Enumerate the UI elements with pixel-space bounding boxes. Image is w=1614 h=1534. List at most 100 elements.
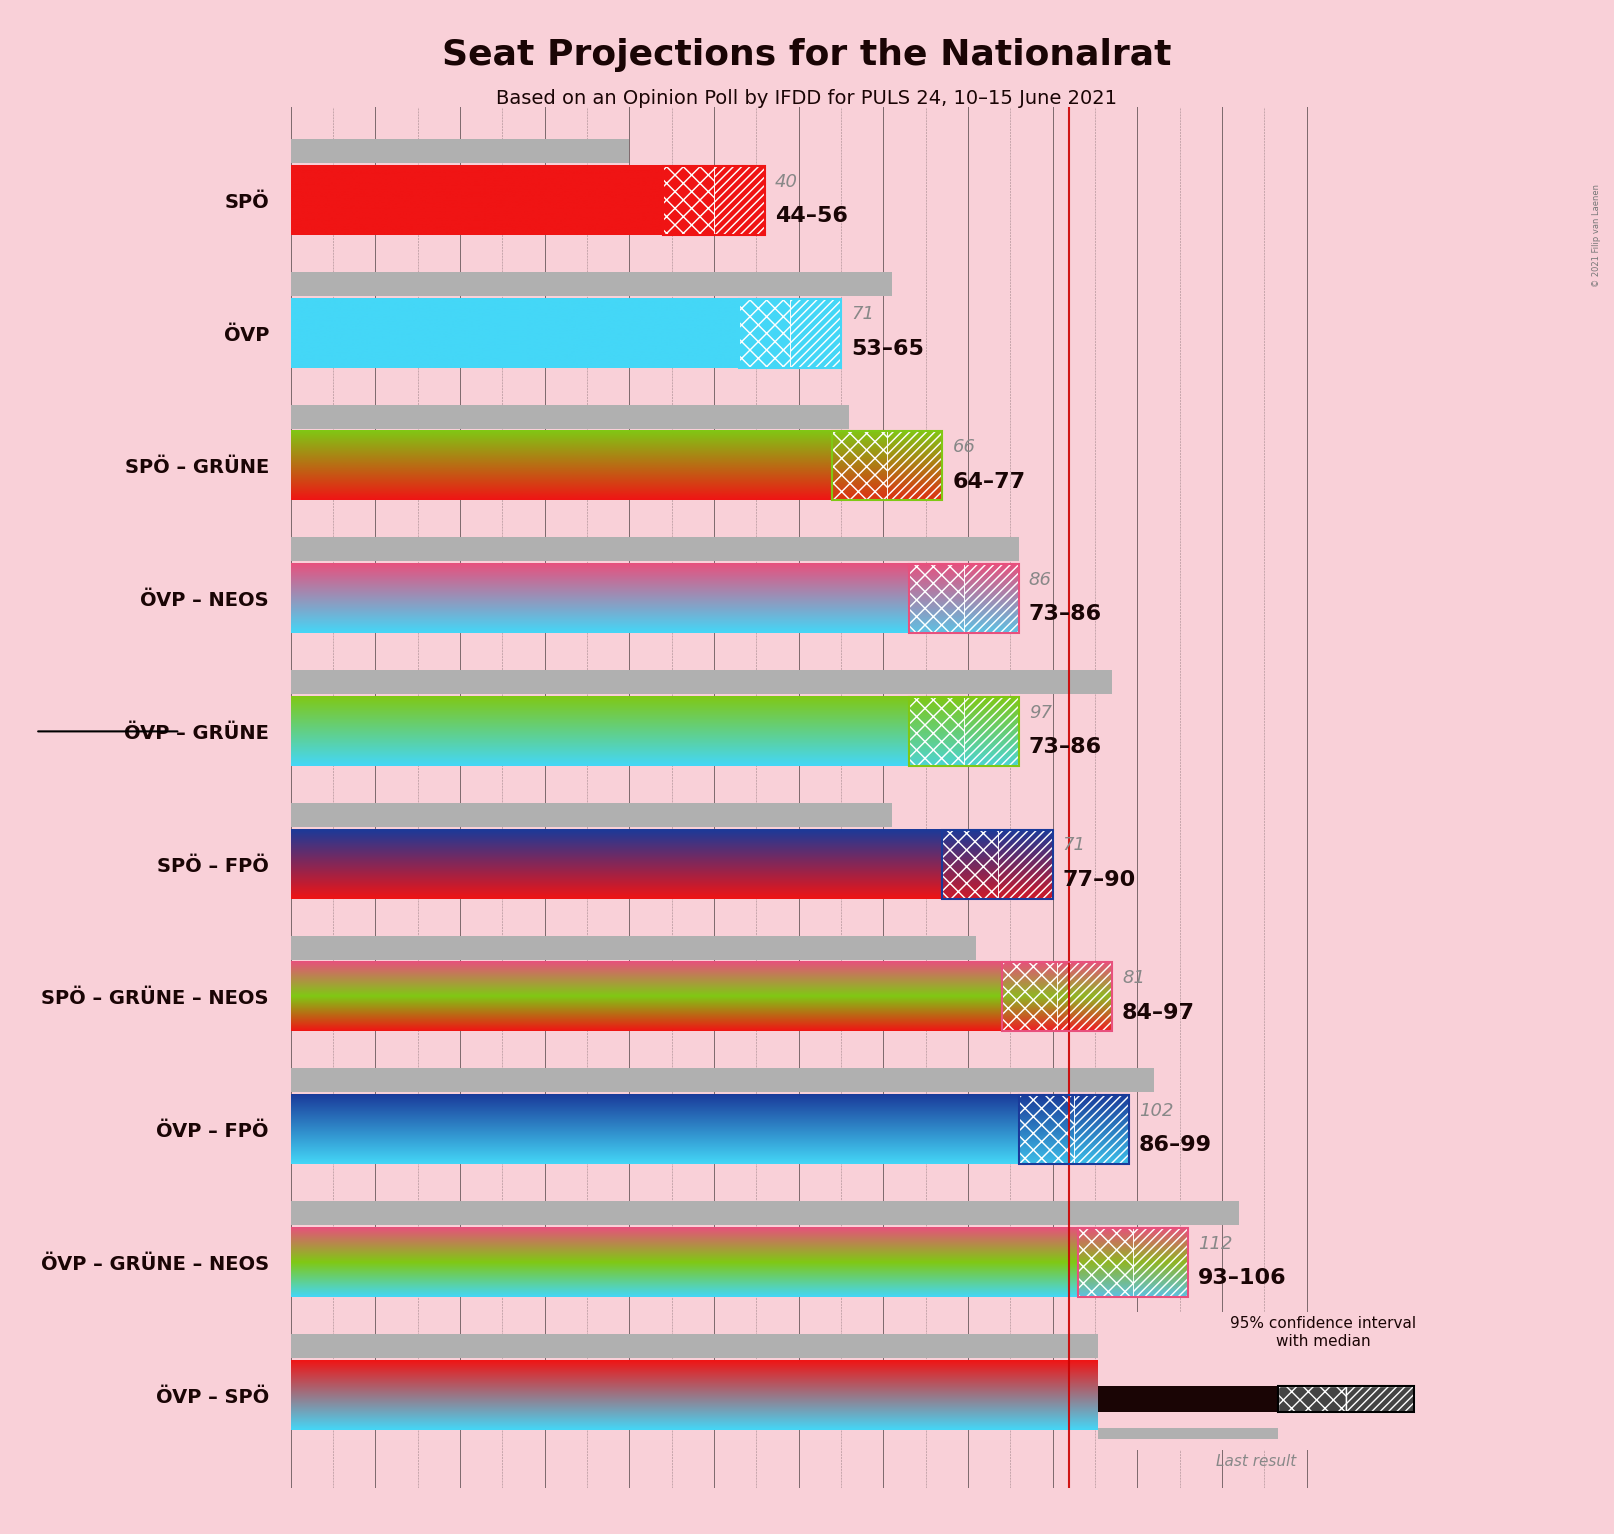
Bar — [1098, 1387, 1278, 1411]
Bar — [1073, 1095, 1128, 1164]
Bar — [1078, 1227, 1188, 1296]
Text: 71: 71 — [851, 305, 875, 324]
Bar — [964, 696, 1018, 765]
Bar — [1018, 1095, 1073, 1164]
Text: 81: 81 — [1122, 969, 1144, 988]
Bar — [1078, 1227, 1133, 1296]
Bar — [964, 565, 1018, 634]
Bar — [964, 565, 1018, 634]
Bar — [997, 830, 1052, 899]
Bar — [291, 272, 891, 296]
Bar — [1073, 1095, 1128, 1164]
Bar — [1133, 1227, 1188, 1296]
Text: 73–86: 73–86 — [1028, 604, 1102, 624]
Bar — [1346, 1387, 1414, 1411]
Bar — [909, 696, 964, 765]
Bar — [1078, 1227, 1133, 1296]
Bar — [909, 565, 964, 634]
Bar — [663, 166, 765, 235]
Bar — [1078, 1227, 1133, 1296]
Bar — [909, 565, 964, 634]
Bar — [291, 537, 1018, 561]
Bar — [291, 670, 1112, 693]
Bar — [1217, 1361, 1273, 1430]
Text: 44–56: 44–56 — [775, 206, 847, 225]
Bar — [1217, 1361, 1273, 1430]
Bar — [964, 696, 1018, 765]
Bar — [291, 1335, 1230, 1358]
Bar — [1057, 962, 1112, 1031]
Text: 53–65: 53–65 — [851, 339, 923, 359]
Text: 97: 97 — [1028, 704, 1052, 721]
Bar — [1133, 1227, 1188, 1296]
Bar — [1002, 962, 1057, 1031]
Bar — [943, 830, 997, 899]
Bar — [1018, 1095, 1073, 1164]
Bar — [1133, 1227, 1188, 1296]
Bar — [1162, 1361, 1217, 1430]
Text: Seat Projections for the Nationalrat: Seat Projections for the Nationalrat — [442, 38, 1172, 72]
Bar — [791, 299, 841, 368]
Text: 84–97: 84–97 — [1122, 1003, 1194, 1023]
Bar — [1002, 962, 1057, 1031]
Bar — [909, 565, 964, 634]
Bar — [739, 299, 841, 368]
Text: 86: 86 — [1028, 571, 1052, 589]
Bar — [888, 431, 943, 500]
Bar — [964, 565, 1018, 634]
Bar — [1057, 962, 1112, 1031]
Text: Last result: Last result — [1215, 1454, 1296, 1470]
Bar — [1098, 1428, 1278, 1439]
Text: 86–99: 86–99 — [1139, 1135, 1212, 1155]
Bar — [1018, 1095, 1073, 1164]
Bar — [1002, 962, 1057, 1031]
Text: 103–116: 103–116 — [1283, 1401, 1386, 1420]
Bar — [1278, 1387, 1414, 1411]
Bar — [1002, 962, 1112, 1031]
Bar — [291, 140, 629, 163]
Bar — [713, 166, 765, 235]
Bar — [1162, 1361, 1217, 1430]
Bar — [291, 802, 891, 827]
Bar — [833, 431, 943, 500]
Bar — [713, 166, 765, 235]
Bar — [1002, 962, 1057, 1031]
Bar — [1162, 1361, 1217, 1430]
Bar — [909, 696, 964, 765]
Text: © 2021 Filip van Laenen: © 2021 Filip van Laenen — [1591, 184, 1601, 287]
Bar — [1217, 1361, 1273, 1430]
Bar — [833, 431, 888, 500]
Bar — [943, 830, 997, 899]
Bar — [791, 299, 841, 368]
Text: 111: 111 — [1283, 1367, 1317, 1385]
Bar — [997, 830, 1052, 899]
Text: 77–90: 77–90 — [1062, 870, 1136, 890]
Text: 64–77: 64–77 — [952, 472, 1027, 492]
Bar — [1133, 1227, 1188, 1296]
Bar — [909, 565, 1018, 634]
Text: Based on an Opinion Poll by IFDD for PULS 24, 10–15 June 2021: Based on an Opinion Poll by IFDD for PUL… — [497, 89, 1117, 107]
Text: 102: 102 — [1139, 1101, 1173, 1120]
Bar — [888, 431, 943, 500]
Bar — [1078, 1227, 1133, 1296]
Bar — [997, 830, 1052, 899]
Text: 71: 71 — [1062, 836, 1086, 854]
Bar — [663, 166, 713, 235]
Text: 112: 112 — [1198, 1235, 1233, 1253]
Bar — [663, 166, 713, 235]
Text: 95% confidence interval
with median: 95% confidence interval with median — [1230, 1316, 1417, 1348]
Text: 73–86: 73–86 — [1028, 738, 1102, 758]
Bar — [739, 299, 791, 368]
Bar — [833, 431, 888, 500]
Bar — [739, 299, 791, 368]
Bar — [291, 405, 849, 428]
Bar — [909, 696, 1018, 765]
Text: 66: 66 — [952, 439, 975, 456]
Bar — [833, 431, 888, 500]
Text: 40: 40 — [775, 173, 797, 190]
Bar — [964, 696, 1018, 765]
Text: 93–106: 93–106 — [1198, 1269, 1286, 1289]
Bar — [291, 1069, 1154, 1092]
Bar — [1073, 1095, 1128, 1164]
Bar — [943, 830, 997, 899]
